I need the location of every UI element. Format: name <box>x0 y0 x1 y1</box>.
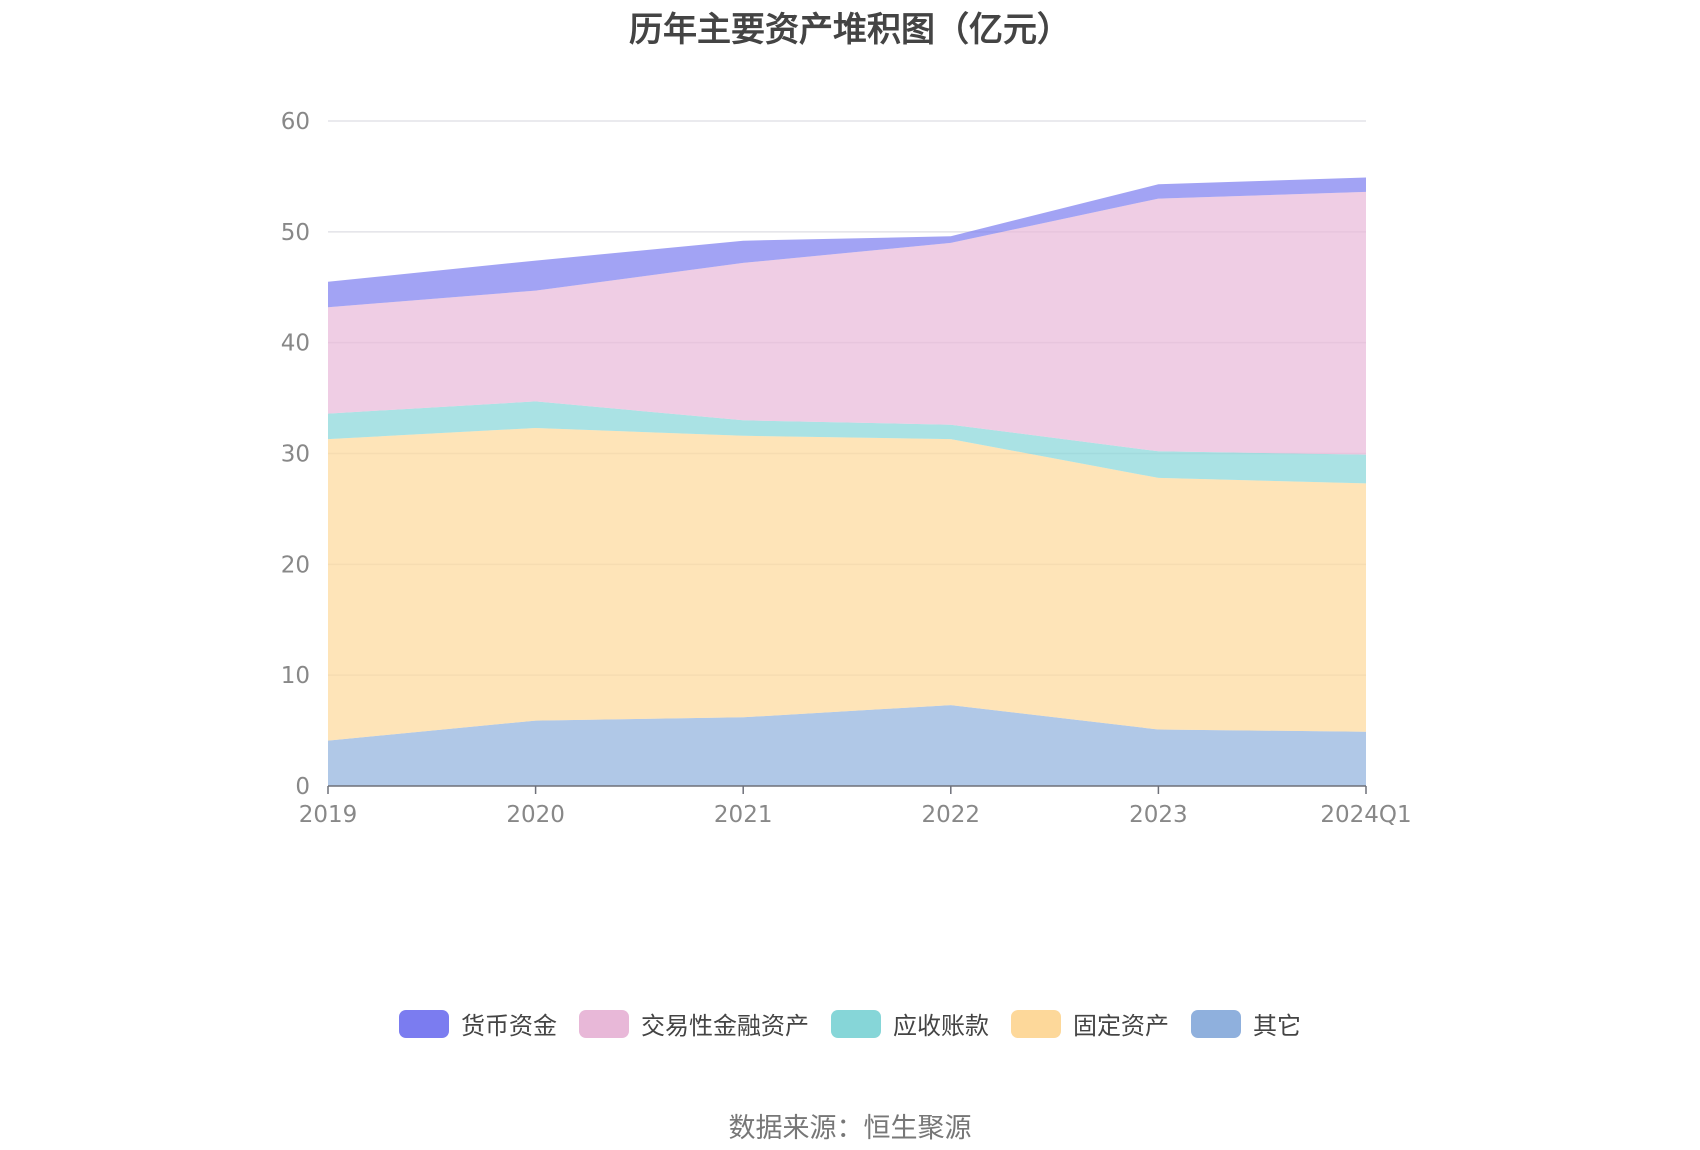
area-series <box>328 428 1366 741</box>
legend-swatch <box>1011 1009 1061 1038</box>
area-series <box>328 191 1366 455</box>
legend-item[interactable]: 交易性金融资产 <box>579 1006 809 1041</box>
legend-label: 交易性金融资产 <box>641 1012 809 1040</box>
y-tick-label: 60 <box>281 109 310 135</box>
source-note: 数据来源：恒生聚源 <box>728 1113 972 1144</box>
chart-title: 历年主要资产堆积图（亿元） <box>629 10 1071 50</box>
area-series <box>328 401 1366 484</box>
legend-swatch <box>831 1009 881 1038</box>
y-tick-label: 20 <box>281 552 310 578</box>
legend-swatch <box>399 1009 449 1038</box>
legend-label: 应收账款 <box>893 1012 989 1040</box>
y-tick-label: 0 <box>295 774 310 800</box>
legend-item[interactable]: 其它 <box>1191 1006 1301 1041</box>
legend-label: 货币资金 <box>461 1012 557 1040</box>
legend-label: 固定资产 <box>1073 1012 1169 1040</box>
x-tick-label: 2021 <box>714 802 773 828</box>
y-tick-label: 50 <box>281 220 310 246</box>
y-tick-label: 40 <box>281 331 310 357</box>
legend-item[interactable]: 货币资金 <box>399 1006 557 1041</box>
x-tick-label: 2024Q1 <box>1320 802 1411 828</box>
legend-swatch <box>579 1009 629 1038</box>
area-series <box>328 705 1366 786</box>
axes: 0 10 20 30 40 50 60 2019 2020 2021 2022 2023 2024Q1 <box>281 109 1412 828</box>
x-tick-label: 2022 <box>922 802 981 828</box>
stacked-areas <box>328 177 1366 786</box>
legend-item[interactable]: 应收账款 <box>831 1006 989 1041</box>
x-tick-label: 2020 <box>506 802 565 828</box>
legend-label: 其它 <box>1253 1012 1301 1040</box>
legend-swatch <box>1191 1009 1241 1038</box>
y-tick-label: 10 <box>281 663 310 689</box>
legend: 货币资金 交易性金融资产 应收账款 固定资产 其它 <box>0 1006 1700 1041</box>
y-tick-label: 30 <box>281 442 310 468</box>
x-tick-label: 2019 <box>299 802 358 828</box>
area-series <box>328 177 1366 308</box>
x-tick-label: 2023 <box>1129 802 1188 828</box>
legend-item[interactable]: 固定资产 <box>1011 1006 1169 1041</box>
